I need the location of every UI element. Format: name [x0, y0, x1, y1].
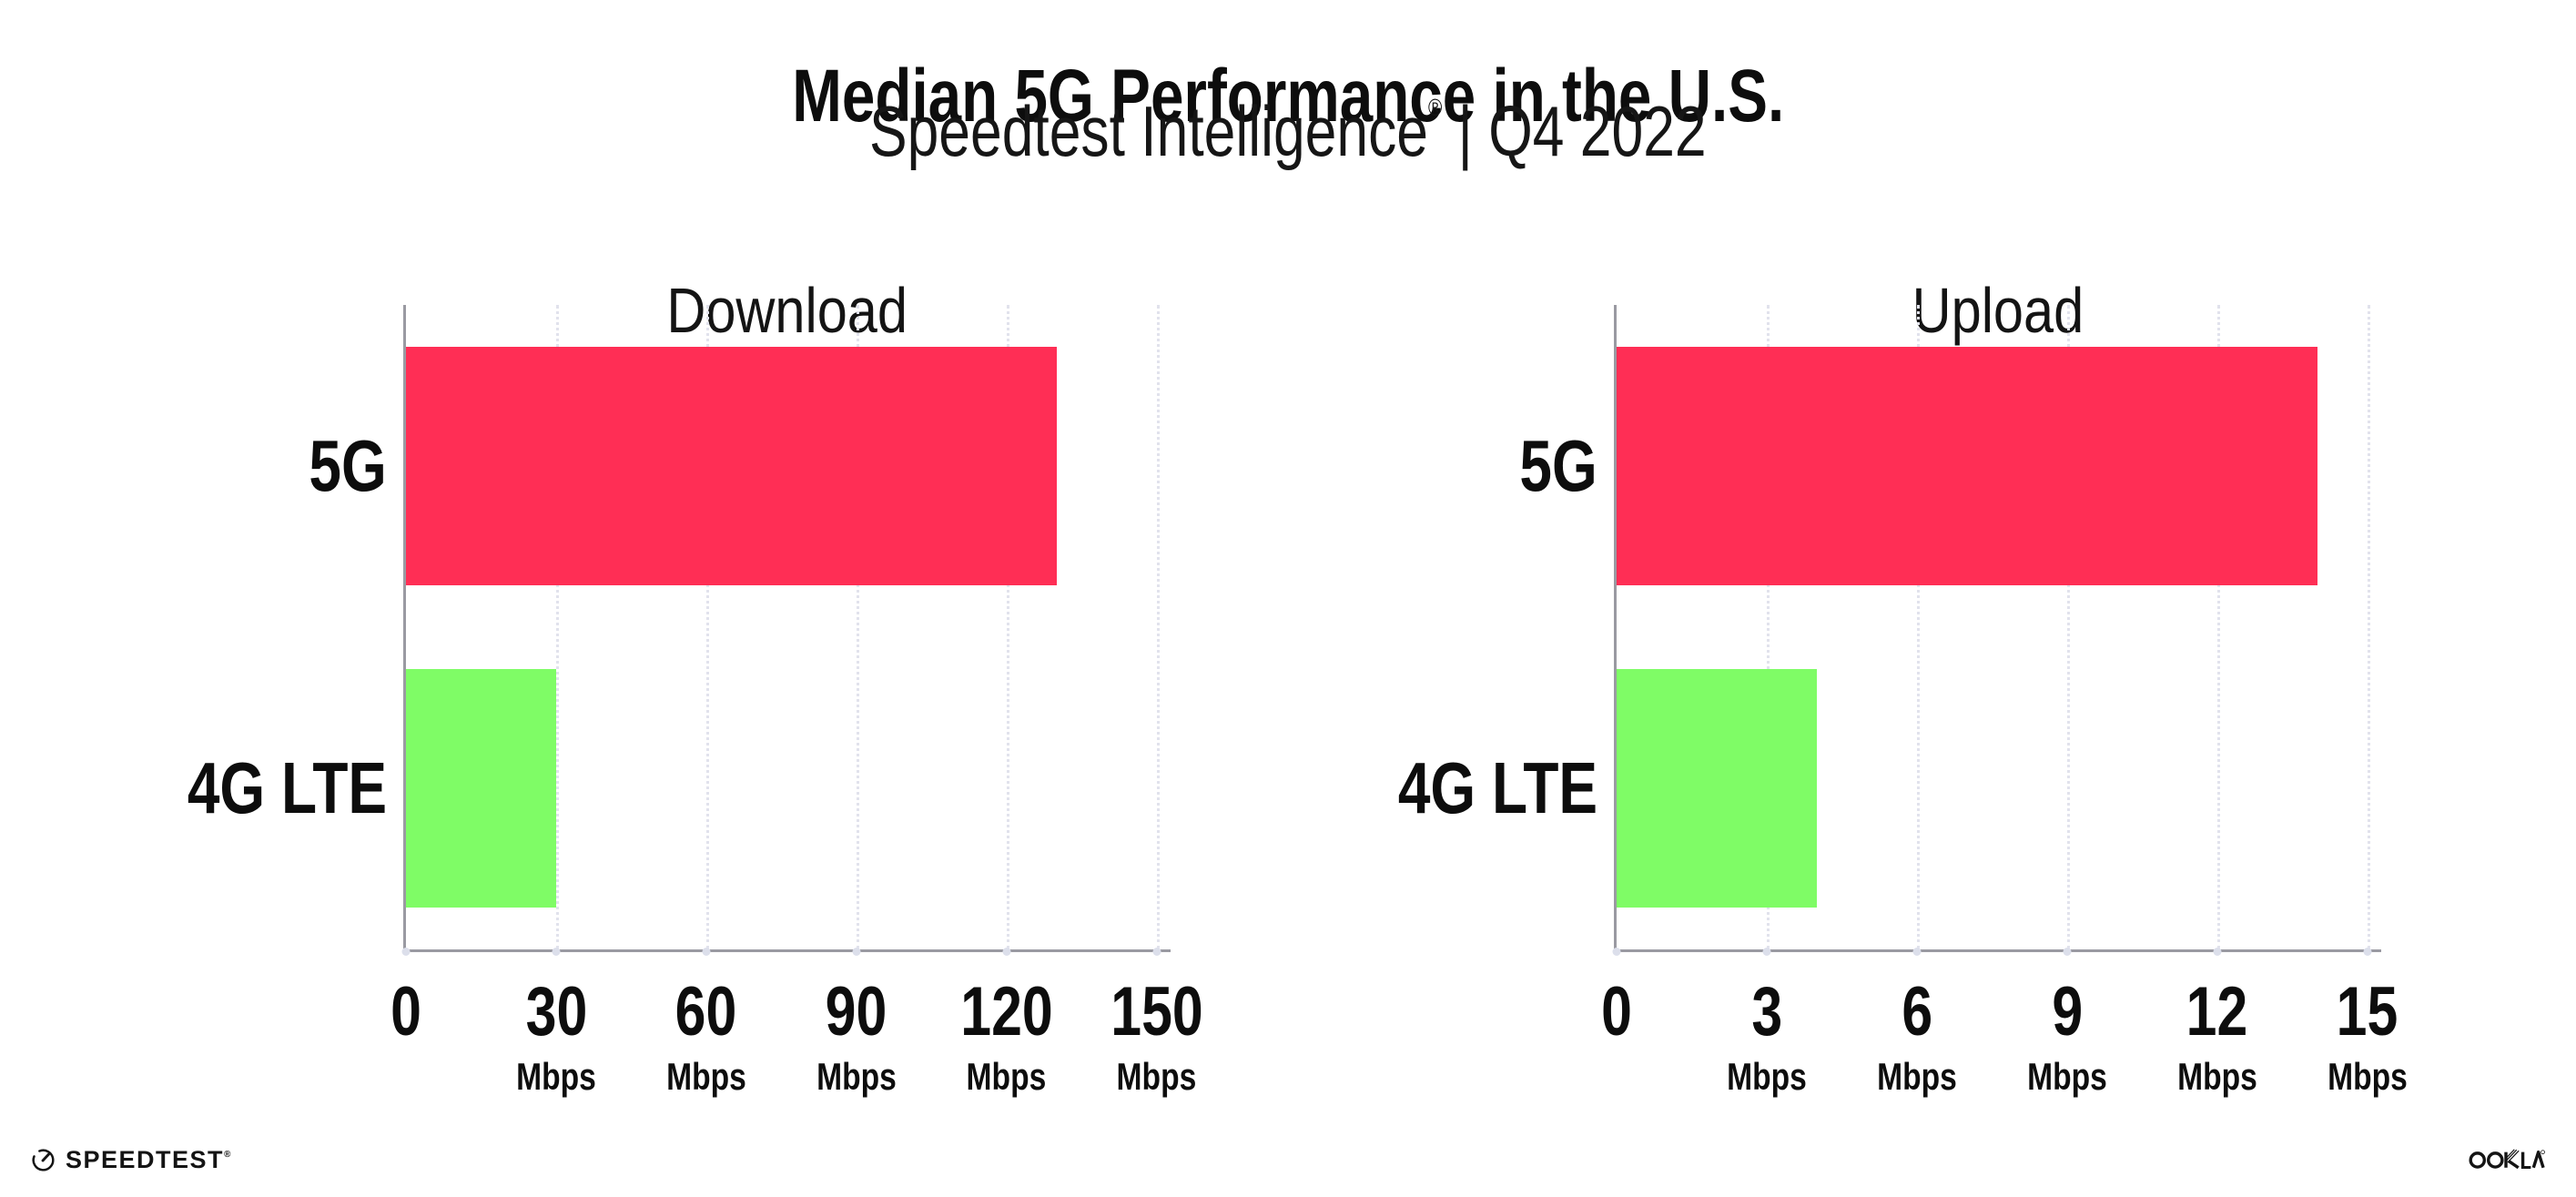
tick-value-label: 0: [390, 973, 421, 1050]
tick-unit-label: Mbps: [1877, 1055, 1957, 1098]
tick-value-label: 90: [826, 973, 887, 1050]
gridline-60: [705, 305, 709, 949]
axis-tick-dot-12: [2213, 948, 2222, 956]
tick-value-label: 30: [525, 973, 587, 1050]
tick-unit-label: Mbps: [2328, 1055, 2408, 1098]
speedometer-gauge-icon: [32, 1149, 55, 1172]
upload-chart-title: Upload: [1912, 275, 2084, 347]
4g-lte-category-label: 4G LTE: [1397, 747, 1597, 828]
xtick-120: 120 Mbps: [948, 978, 1064, 1096]
xtick-12: 12 Mbps: [2167, 978, 2267, 1096]
download-category-labels: 5G 4G LTE: [86, 305, 387, 949]
tick-value-label: 12: [2186, 973, 2248, 1050]
axis-tick-dot-0: [1612, 948, 1621, 956]
gridline-120: [1006, 305, 1009, 949]
gridline-15: [2367, 305, 2370, 949]
xtick-60: 60 Mbps: [656, 978, 756, 1096]
gridline-90: [856, 305, 859, 949]
xtick-9: 9 Mbps: [2017, 978, 2117, 1096]
tick-unit-label: Mbps: [1117, 1055, 1197, 1098]
tick-value-label: 60: [675, 973, 737, 1050]
tick-value-label: 15: [2337, 973, 2399, 1050]
subtitle-period: | Q4 2022: [1442, 91, 1707, 171]
tick-unit-label: Mbps: [2177, 1055, 2257, 1098]
registered-mark: ®: [224, 1150, 231, 1160]
axis-tick-dot-150: [1152, 948, 1161, 956]
subtitle-brand: Speedtest Intelligence: [869, 91, 1429, 171]
5g-bar: [1617, 347, 2317, 585]
xtick-6: 6 Mbps: [1867, 978, 1967, 1096]
axis-tick-dot-30: [552, 948, 561, 956]
axis-tick-dot-6: [1912, 948, 1922, 956]
5g-band: [406, 305, 1171, 627]
tick-unit-label: Mbps: [816, 1055, 897, 1098]
4g-lte-band: [1617, 627, 2381, 949]
tick-value-label: 0: [1601, 973, 1632, 1050]
axis-tick-dot-120: [1002, 948, 1011, 956]
page-title: Median 5G Performance in the U.S.: [792, 54, 1784, 137]
xtick-15: 15 Mbps: [2317, 978, 2418, 1096]
5g-bar: [406, 347, 1057, 585]
ookla-wordmark: [2469, 1149, 2545, 1170]
gridline-9: [2066, 305, 2070, 949]
xtick-3: 3 Mbps: [1717, 978, 1817, 1096]
tick-value-label: 120: [960, 973, 1053, 1050]
axis-tick-dot-3: [1762, 948, 1771, 956]
tick-unit-label: Mbps: [516, 1055, 596, 1098]
download-chart: Download 5G 4G LTE 0 30 Mbps 60 Mbps 90 Mbps 120…: [188, 226, 1203, 1118]
speedtest-wordmark: SPEEDTEST®: [66, 1146, 231, 1173]
axis-tick-dot-9: [2063, 948, 2072, 956]
5g-band: [1617, 305, 2381, 627]
xtick-0: 0: [1597, 978, 1636, 1047]
gridline-12: [2216, 305, 2220, 949]
gridline-6: [1916, 305, 1920, 949]
5g-category-label: 5G: [1519, 425, 1597, 506]
upload-category-labels: 5G 4G LTE: [1297, 305, 1597, 949]
xtick-150: 150 Mbps: [1099, 978, 1214, 1096]
axis-tick-dot-0: [401, 948, 411, 956]
xtick-30: 30 Mbps: [506, 978, 606, 1096]
tick-unit-label: Mbps: [2027, 1055, 2107, 1098]
4g-lte-band: [406, 627, 1171, 949]
4g-lte-bar: [406, 669, 556, 908]
tick-unit-label: Mbps: [1727, 1055, 1807, 1098]
speedtest-logo: SPEEDTEST®: [31, 1148, 230, 1172]
4g-lte-category-label: 4G LTE: [187, 747, 387, 828]
tick-value-label: 6: [1902, 973, 1932, 1050]
xtick-90: 90 Mbps: [806, 978, 907, 1096]
tick-value-label: 150: [1111, 973, 1203, 1050]
xtick-0: 0: [387, 978, 425, 1047]
tick-value-label: 9: [2052, 973, 2083, 1050]
chart-subtitle: Speedtest Intelligence® | Q4 2022: [0, 91, 2576, 173]
axis-tick-dot-90: [852, 948, 861, 956]
axis-tick-dot-15: [2363, 948, 2372, 956]
tick-unit-label: Mbps: [666, 1055, 746, 1098]
5g-category-label: 5G: [309, 425, 387, 506]
ookla-logo: [2469, 1149, 2545, 1173]
axis-tick-dot-60: [702, 948, 711, 956]
tick-unit-label: Mbps: [967, 1055, 1047, 1098]
upload-plot-area: 5G 4G LTE 0 3 Mbps 6 Mbps 9 Mbps 12 Mbps 15 Mbps: [1398, 305, 2408, 1096]
registered-mark: ®: [1428, 94, 1443, 121]
tick-value-label: 3: [1751, 973, 1782, 1050]
gridline-150: [1156, 305, 1160, 949]
gridline-30: [555, 305, 559, 949]
gridline-3: [1766, 305, 1770, 949]
download-plot-area: 5G 4G LTE 0 30 Mbps 60 Mbps 90 Mbps 120 Mbps 150 Mb…: [188, 305, 1203, 1096]
upload-chart: Upload 5G 4G LTE 0 3 Mbps 6 Mbps 9 Mbps 12 Mbps 15…: [1398, 226, 2408, 1118]
4g-lte-bar: [1617, 669, 1817, 908]
